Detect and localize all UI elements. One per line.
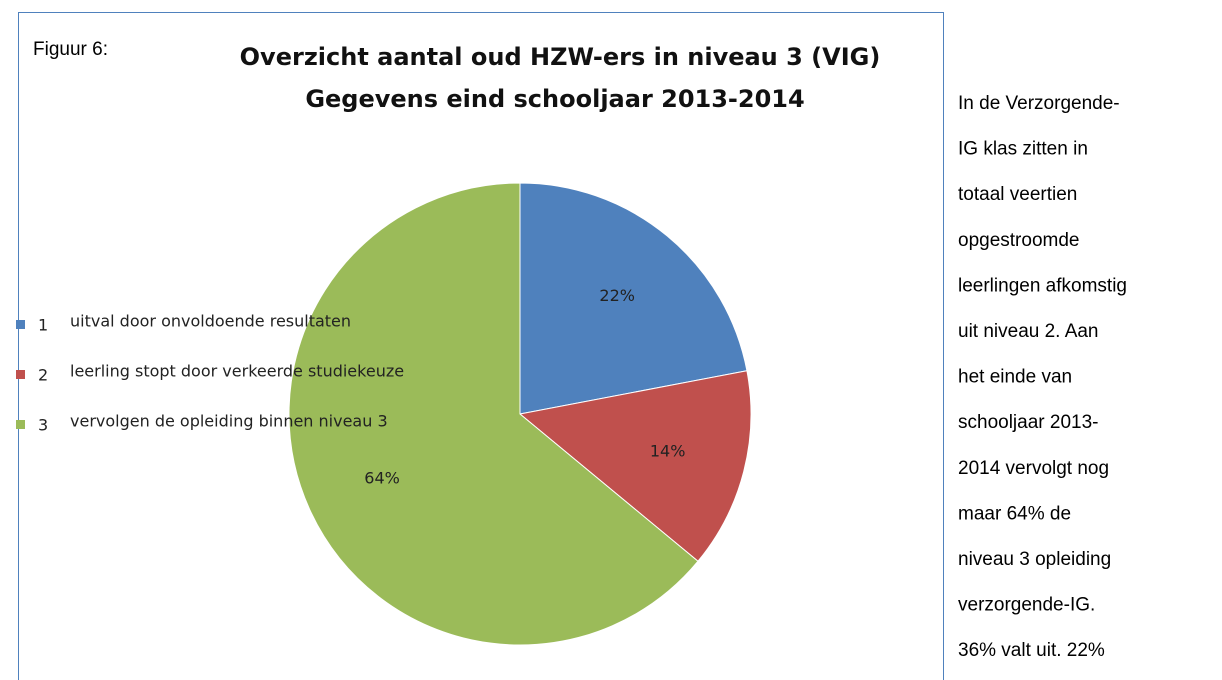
legend-swatch bbox=[16, 370, 25, 379]
legend-number: 3 bbox=[38, 416, 48, 435]
body-line: schooljaar 2013- bbox=[958, 412, 1098, 433]
chart-subtitle: Gegevens eind schooljaar 2013-2014 bbox=[305, 85, 804, 113]
legend-label: vervolgen de opleiding binnen niveau 3 bbox=[70, 412, 388, 431]
pie-slice bbox=[288, 182, 699, 646]
legend: 1 uitval door onvoldoende resultaten 2 leer… bbox=[16, 312, 404, 435]
data-label: 64% bbox=[364, 468, 400, 487]
body-line: 2014 vervolgt nog bbox=[958, 458, 1109, 479]
legend-swatch bbox=[16, 320, 25, 329]
legend-label: uitval door onvoldoende resultaten bbox=[70, 312, 351, 331]
legend-number: 2 bbox=[38, 366, 48, 385]
pie: 22% 14% 64% bbox=[288, 182, 752, 646]
pie-slice bbox=[518, 370, 752, 562]
data-label: 22% bbox=[599, 286, 635, 305]
body-line: verzorgende-IG. bbox=[958, 595, 1095, 616]
legend-label: leerling stopt door verkeerde studiekeuz… bbox=[70, 362, 404, 381]
figure-label: Figuur 6: bbox=[33, 39, 108, 60]
body-line: niveau 3 opleiding bbox=[958, 549, 1111, 570]
pie-slice bbox=[519, 182, 748, 415]
body-line: uit niveau 2. Aan bbox=[958, 321, 1099, 342]
body-line: totaal veertien bbox=[958, 184, 1077, 205]
chart-title: Overzicht aantal oud HZW-ers in niveau 3… bbox=[240, 43, 881, 71]
body-text: In de Verzorgende- IG klas zitten in totaa… bbox=[958, 93, 1127, 661]
legend-number: 1 bbox=[38, 316, 48, 335]
body-line: leerlingen afkomstig bbox=[958, 275, 1127, 296]
body-line: In de Verzorgende- bbox=[958, 93, 1120, 114]
body-line: IG klas zitten in bbox=[958, 139, 1088, 160]
body-line: het einde van bbox=[958, 367, 1072, 388]
legend-swatch bbox=[16, 420, 25, 429]
body-line: maar 64% de bbox=[958, 503, 1071, 524]
data-label: 14% bbox=[650, 441, 686, 460]
body-line: 36% valt uit. 22% bbox=[958, 640, 1105, 661]
body-line: opgestroomde bbox=[958, 230, 1079, 251]
